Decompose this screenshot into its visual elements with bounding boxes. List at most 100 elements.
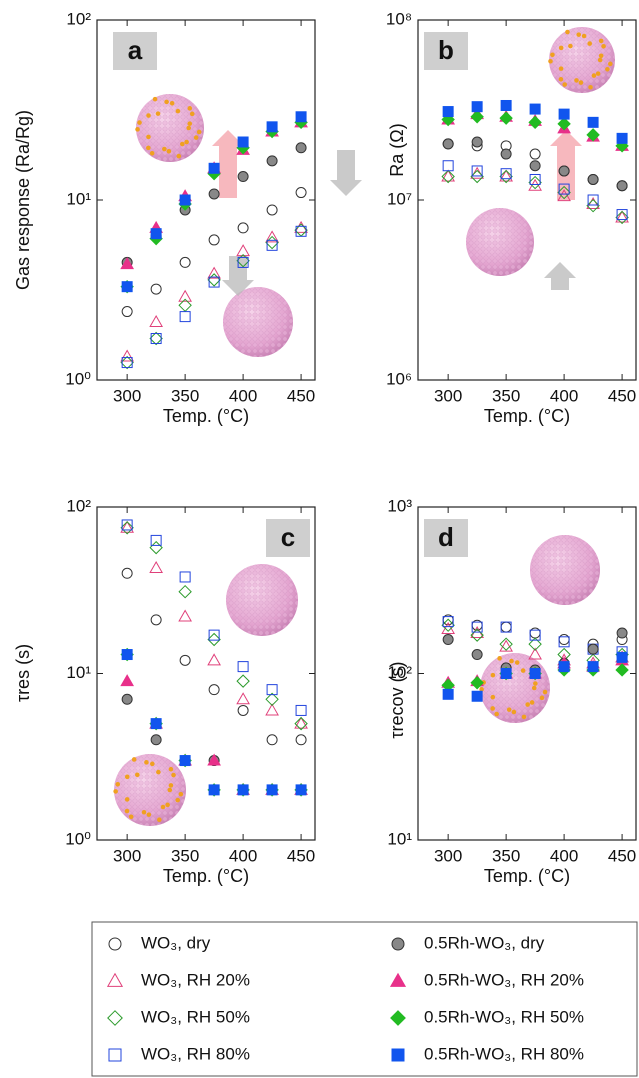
- legend-label: WO₃, dry: [141, 933, 211, 952]
- marker: [267, 785, 277, 795]
- y-tick-label: 10⁰: [65, 829, 91, 848]
- rh-particle: [125, 797, 130, 802]
- rh-particle: [167, 149, 172, 154]
- marker: [122, 568, 132, 578]
- rh-particle: [559, 46, 564, 51]
- marker: [209, 189, 219, 199]
- marker: [208, 654, 220, 665]
- rh-particle: [176, 109, 181, 114]
- arrow: [544, 262, 576, 290]
- marker: [296, 188, 306, 198]
- marker: [472, 650, 482, 660]
- marker: [150, 542, 162, 554]
- marker: [471, 171, 483, 183]
- marker: [501, 622, 511, 632]
- marker: [471, 111, 483, 123]
- x-tick-label: 300: [434, 386, 462, 405]
- rh-particle: [170, 101, 175, 106]
- marker: [122, 307, 132, 317]
- rh-particle: [548, 59, 553, 64]
- rh-particle: [115, 782, 120, 787]
- rh-particle: [156, 111, 161, 116]
- rh-particle: [491, 673, 496, 678]
- marker: [559, 635, 569, 645]
- marker: [529, 116, 541, 128]
- marker: [559, 109, 569, 119]
- rh-particle: [150, 151, 155, 156]
- marker: [238, 137, 248, 147]
- rh-particle: [522, 715, 527, 720]
- rh-particle: [515, 660, 520, 665]
- marker: [559, 662, 569, 672]
- rh-particle: [146, 113, 151, 118]
- marker: [151, 719, 161, 729]
- rh-particle: [197, 130, 202, 135]
- marker: [238, 172, 248, 182]
- legend-label: 0.5Rh-WO₃, dry: [424, 933, 545, 952]
- x-tick-label: 450: [287, 386, 315, 405]
- arrow: [550, 130, 582, 200]
- marker: [588, 117, 598, 127]
- marker: [296, 143, 306, 153]
- rh-particle: [132, 757, 137, 762]
- rh-particle: [194, 135, 199, 140]
- rh-particle: [559, 66, 564, 71]
- rh-particle: [533, 681, 538, 686]
- rh-particle: [187, 121, 192, 126]
- rh-particle: [550, 52, 555, 57]
- x-axis-label: Temp. (°C): [163, 406, 249, 426]
- marker: [122, 358, 132, 368]
- marker: [237, 675, 249, 687]
- marker: [180, 257, 190, 267]
- rh-particle: [509, 659, 514, 664]
- x-tick-label: 350: [171, 386, 199, 405]
- rh-particle: [579, 80, 584, 85]
- marker: [501, 100, 511, 110]
- legend-label: WO₃, RH 50%: [141, 1007, 250, 1026]
- rh-particle: [169, 783, 174, 788]
- rh-particle: [491, 695, 496, 700]
- legend-label: 0.5Rh-WO₃, RH 50%: [424, 1007, 584, 1026]
- rh-particle: [169, 767, 174, 772]
- marker: [209, 163, 219, 173]
- y-axis-label: τrecov (s): [387, 661, 407, 738]
- rh-particle: [565, 30, 570, 35]
- marker: [296, 785, 306, 795]
- x-tick-label: 300: [113, 386, 141, 405]
- x-tick-label: 450: [287, 846, 315, 865]
- marker: [151, 535, 161, 545]
- legend-label: 0.5Rh-WO₃, RH 80%: [424, 1044, 584, 1063]
- marker: [238, 662, 248, 672]
- rh-particle: [601, 44, 606, 49]
- rh-particle: [576, 32, 581, 37]
- marker: [109, 938, 121, 950]
- rh-particle: [135, 127, 140, 132]
- marker: [150, 562, 162, 573]
- marker: [500, 171, 512, 182]
- y-axis-label: Ra (Ω): [387, 123, 407, 176]
- rh-particle: [144, 760, 149, 765]
- marker: [588, 662, 598, 672]
- marker: [122, 282, 132, 292]
- marker: [530, 104, 540, 114]
- x-tick-label: 450: [608, 386, 636, 405]
- marker: [616, 664, 628, 676]
- marker: [267, 735, 277, 745]
- y-tick-label: 10⁶: [386, 369, 412, 388]
- sphere-texture: [466, 208, 534, 276]
- marker: [392, 1049, 404, 1061]
- marker: [296, 735, 306, 745]
- x-tick-label: 350: [492, 386, 520, 405]
- marker: [150, 316, 162, 327]
- x-axis-label: Temp. (°C): [484, 866, 570, 886]
- rh-particle: [161, 805, 166, 810]
- marker: [180, 312, 190, 322]
- marker: [121, 675, 133, 686]
- rh-particle: [562, 82, 567, 87]
- rh-particle: [605, 67, 610, 72]
- y-tick-label: 10³: [387, 496, 412, 515]
- x-tick-label: 350: [171, 846, 199, 865]
- x-tick-label: 350: [492, 846, 520, 865]
- marker: [391, 974, 405, 987]
- rh-particle: [587, 41, 592, 46]
